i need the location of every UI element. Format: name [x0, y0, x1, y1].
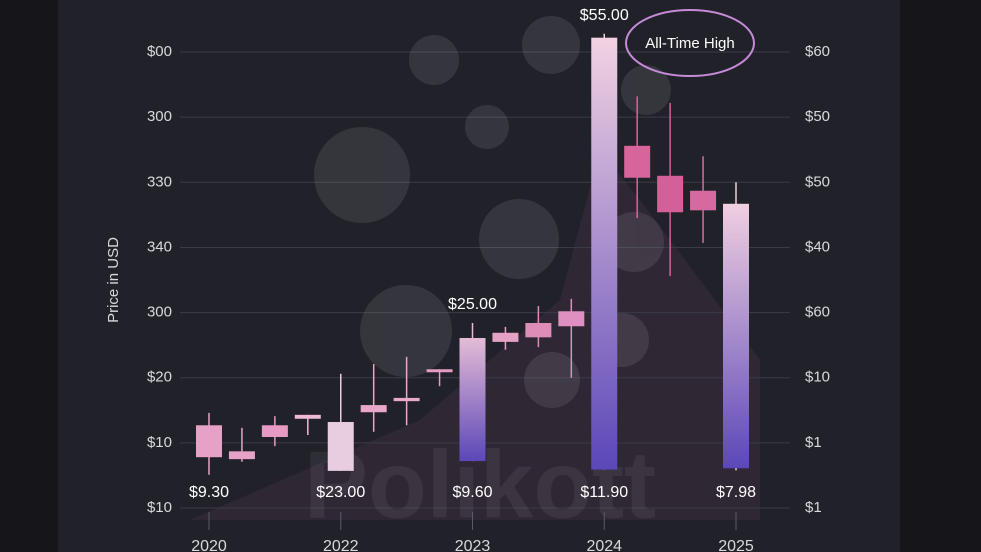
y-tick-label: $10 — [147, 434, 172, 451]
glow — [190, 150, 760, 520]
data-label: $25.00 — [448, 296, 497, 313]
candle-body — [196, 425, 222, 458]
data-label: $9.60 — [452, 484, 492, 501]
data-label: $23.00 — [316, 484, 365, 501]
candle-body — [591, 37, 618, 470]
candle-body — [228, 451, 255, 460]
y2-tick-label: $60 — [805, 43, 830, 60]
x-tick-label: 2024 — [586, 538, 622, 552]
x-tick-label: 2022 — [323, 538, 359, 552]
y-tick-label: 300 — [147, 304, 172, 321]
y-tick-label: $20 — [147, 369, 172, 386]
y2-tick-label: $50 — [805, 108, 830, 125]
x-tick-label: 2020 — [191, 538, 227, 552]
candle-body — [492, 332, 519, 342]
candle-body — [558, 311, 585, 327]
y-tick-label: 340 — [147, 238, 172, 255]
decor-circles — [314, 16, 671, 408]
y2-tick-label: $10 — [805, 369, 830, 386]
candle-body — [393, 397, 420, 402]
data-label: $11.90 — [580, 484, 628, 501]
x-tick-label: 2023 — [455, 538, 491, 552]
candle-body — [525, 323, 552, 338]
candle-body — [690, 190, 717, 211]
candle-body — [657, 175, 684, 213]
candle-body — [723, 203, 749, 469]
candle-body — [294, 414, 321, 419]
data-label: $55.00 — [580, 7, 629, 24]
y-tick-label: 300 — [147, 108, 172, 125]
candle-body — [327, 422, 354, 471]
y2-tick-label: $1 — [805, 499, 822, 516]
data-label: $9.30 — [189, 484, 229, 501]
candle-body — [459, 337, 486, 462]
y2-tick-label: $1 — [805, 434, 822, 451]
candle-body — [360, 405, 387, 413]
y-axis-label: Price in USD — [105, 237, 122, 323]
candle-body — [624, 145, 651, 178]
x-tick-label: 2025 — [718, 538, 754, 552]
y-tick-label: $00 — [147, 43, 172, 60]
candle-body — [261, 425, 288, 437]
y2-tick-label: $60 — [805, 304, 830, 321]
y-tick-label: $10 — [147, 499, 172, 516]
annotation-ellipse — [625, 9, 755, 77]
y2-tick-label: $40 — [805, 238, 830, 255]
data-label: $7.98 — [716, 484, 756, 501]
y-tick-label: 330 — [147, 173, 172, 190]
annotation: All-Time High — [645, 35, 734, 52]
candle-body — [426, 369, 453, 373]
y2-tick-label: $50 — [805, 173, 830, 190]
